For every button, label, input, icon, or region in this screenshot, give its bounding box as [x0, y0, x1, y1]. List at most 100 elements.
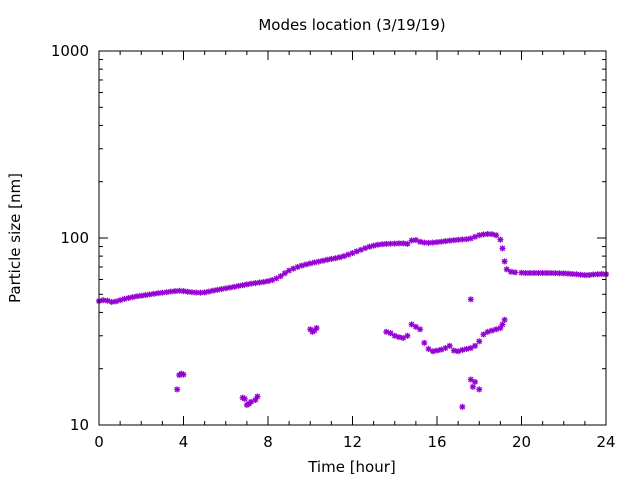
data-point: [476, 338, 483, 345]
data-point: [307, 260, 314, 267]
data-point: [512, 269, 519, 276]
tick-labels: 0 4 8 12 16 20 24 10 100 1000: [51, 42, 616, 451]
data-point: [455, 348, 462, 355]
y-tick-label: 10: [70, 416, 89, 434]
x-tick-label: 16: [427, 433, 446, 451]
data-point: [129, 294, 136, 301]
x-tick-label: 4: [179, 433, 189, 451]
data-point: [332, 255, 339, 262]
data-point: [201, 289, 208, 296]
data-point: [404, 332, 411, 339]
data-point: [499, 321, 506, 328]
data-point: [167, 288, 174, 295]
plot-frame: [98, 50, 607, 426]
data-point: [395, 334, 402, 341]
data-point: [469, 383, 476, 390]
data-point: [472, 342, 479, 349]
data-point: [241, 395, 248, 402]
data-point: [497, 236, 504, 243]
y-tick-label: 100: [60, 229, 89, 247]
data-point: [324, 256, 331, 263]
data-point: [176, 287, 183, 294]
data-point: [488, 231, 495, 238]
data-point: [243, 281, 250, 288]
data-point: [467, 376, 474, 383]
data-point: [400, 334, 407, 341]
data-point: [235, 282, 242, 289]
data-point: [260, 278, 267, 285]
data-point: [467, 345, 474, 352]
data-point: [226, 284, 233, 291]
data-point: [503, 266, 510, 273]
data-point: [254, 393, 261, 400]
ticks: [98, 50, 607, 426]
data-point: [446, 342, 453, 349]
data-point: [463, 345, 470, 352]
data-point: [501, 258, 508, 265]
x-axis-label: Time [hour]: [307, 458, 396, 476]
data-point: [387, 330, 394, 337]
data-point: [366, 243, 373, 250]
data-point: [586, 272, 593, 279]
data-point: [336, 254, 343, 261]
data-point: [472, 378, 479, 385]
data-point: [408, 321, 415, 328]
data-point: [319, 257, 326, 264]
data-point: [412, 323, 419, 330]
y-tick-label: 1000: [51, 42, 89, 60]
data-point: [174, 386, 181, 393]
data-point: [526, 269, 533, 276]
data-points: [96, 231, 609, 410]
x-tick-label: 12: [343, 433, 362, 451]
data-point: [303, 261, 310, 268]
data-point: [404, 240, 411, 247]
data-point: [493, 232, 500, 239]
data-point: [222, 285, 229, 292]
data-point: [108, 298, 115, 305]
data-point: [298, 262, 305, 269]
x-tick-label: 0: [94, 433, 104, 451]
data-point: [459, 403, 466, 410]
data-point: [446, 237, 453, 244]
data-point: [391, 332, 398, 339]
x-tick-label: 20: [512, 433, 531, 451]
data-point: [112, 298, 119, 305]
data-point: [218, 286, 225, 293]
data-point: [313, 325, 320, 332]
x-tick-label: 24: [596, 433, 615, 451]
data-point: [417, 326, 424, 333]
data-point: [400, 240, 407, 247]
chart-title: Modes location (3/19/19): [258, 16, 445, 34]
data-point: [499, 245, 506, 252]
data-point: [210, 287, 217, 294]
data-point: [577, 271, 584, 278]
data-point: [590, 271, 597, 278]
data-point: [138, 292, 145, 299]
data-point: [395, 240, 402, 247]
data-point: [197, 289, 204, 296]
data-point: [467, 296, 474, 303]
data-point: [429, 348, 436, 355]
data-point: [252, 280, 259, 287]
data-point: [286, 267, 293, 274]
data-point: [281, 270, 288, 277]
x-tick-label: 8: [263, 433, 273, 451]
data-point: [188, 289, 195, 296]
data-point: [265, 278, 271, 285]
data-point: [421, 339, 428, 346]
data-point: [125, 294, 132, 301]
data-point: [328, 255, 335, 262]
y-axis-label: Particle size [nm]: [6, 173, 24, 303]
data-point: [438, 346, 445, 353]
data-point: [214, 286, 221, 293]
data-point: [480, 331, 487, 338]
data-point: [484, 231, 491, 238]
data-point: [476, 386, 483, 393]
data-point: [463, 236, 470, 243]
data-point: [142, 292, 149, 299]
data-point: [180, 371, 187, 378]
data-point: [450, 347, 457, 354]
data-point: [459, 346, 466, 353]
data-point: [205, 288, 212, 295]
